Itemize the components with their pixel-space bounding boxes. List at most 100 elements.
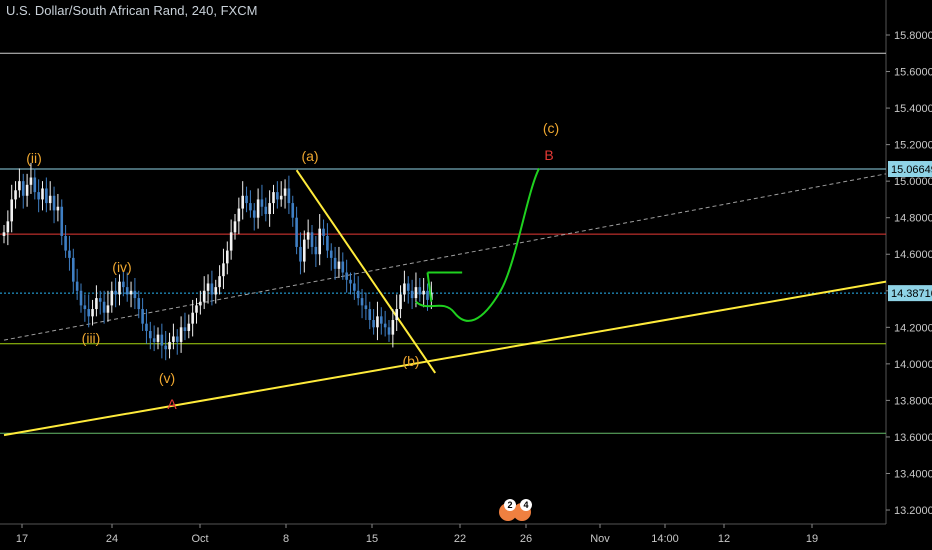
candle-body xyxy=(114,290,117,295)
candle-body xyxy=(426,290,429,300)
candle-body xyxy=(368,309,372,321)
candle-body xyxy=(299,246,302,262)
candle-body xyxy=(202,290,206,302)
price-tick-label: 15.20000 xyxy=(894,140,932,152)
candle-body xyxy=(152,338,156,342)
candle-body xyxy=(14,190,17,200)
candle-body xyxy=(64,235,67,251)
candle-body xyxy=(214,287,218,295)
candle-body xyxy=(372,320,375,328)
candle-body xyxy=(95,298,98,310)
price-tick-label: 15.00000 xyxy=(894,176,932,188)
candle-body xyxy=(164,345,167,350)
wave-label: (v) xyxy=(159,370,175,386)
candle-body xyxy=(329,250,333,258)
candle-body xyxy=(18,181,21,191)
candle-body xyxy=(129,290,133,295)
candle-body xyxy=(376,316,379,328)
candle-body xyxy=(156,334,160,342)
candle-body xyxy=(56,206,60,211)
trendline-1 xyxy=(295,169,437,374)
price-tick-label: 13.60000 xyxy=(894,432,932,444)
price-tick-label: 13.20000 xyxy=(894,505,932,517)
candle-body xyxy=(25,184,29,196)
candle-body xyxy=(345,272,348,280)
candle-body xyxy=(326,235,329,251)
price-badge-label: 15.06649 xyxy=(891,164,932,176)
candle-body xyxy=(175,336,179,342)
price-tick-label: 15.40000 xyxy=(894,103,932,115)
candle-body xyxy=(222,263,225,277)
candle-body xyxy=(137,298,141,310)
candle-body xyxy=(260,199,264,207)
candle-body xyxy=(199,301,202,306)
candle-body xyxy=(252,210,256,218)
candle-body xyxy=(29,177,33,185)
chart-title: U.S. Dollar/South African Rand, 240, FXC… xyxy=(6,3,258,18)
candle-body xyxy=(322,228,325,236)
projection-box-left xyxy=(426,272,433,302)
candle-body xyxy=(341,261,345,273)
price-badge xyxy=(888,285,932,302)
price-tick-label: 13.40000 xyxy=(894,468,932,480)
candle-body xyxy=(110,290,114,306)
candle-body xyxy=(264,206,268,215)
candle-body xyxy=(145,323,148,331)
price-tick-label: 14.20000 xyxy=(894,322,932,334)
time-tick-label: Nov xyxy=(590,533,610,545)
candle-body xyxy=(218,276,221,288)
projection-path xyxy=(415,167,541,322)
candle-body xyxy=(210,283,214,295)
candle-body xyxy=(406,283,410,291)
wave-label: (a) xyxy=(301,148,318,164)
candle-body xyxy=(195,305,198,313)
candle-body xyxy=(75,281,79,291)
trendline-2 xyxy=(3,173,887,341)
wave-label: (iii) xyxy=(82,330,101,346)
candle-body xyxy=(333,257,337,269)
candle-body xyxy=(310,232,314,247)
time-tick-label: 15 xyxy=(366,533,378,545)
price-tick-label: 14.80000 xyxy=(894,213,932,225)
candle-body xyxy=(349,279,352,284)
time-tick-label: 26 xyxy=(520,533,532,545)
candle-body xyxy=(226,250,229,264)
candle-body xyxy=(256,199,260,218)
wave-label: (b) xyxy=(402,353,419,369)
candle-body xyxy=(395,309,398,321)
candle-body xyxy=(106,305,110,313)
candle-body xyxy=(364,305,368,310)
candle-body xyxy=(268,203,271,215)
candle-body xyxy=(418,287,422,295)
candle-body xyxy=(403,283,406,295)
candle-body xyxy=(179,327,183,342)
watermark-badge-left-text: 2 xyxy=(507,500,512,510)
candle-body xyxy=(141,309,144,324)
candle-body xyxy=(303,239,306,262)
candle-body xyxy=(337,261,341,269)
candle-body xyxy=(287,188,291,204)
candle-body xyxy=(422,290,425,295)
candle-body xyxy=(249,203,252,211)
time-tick-label: 12 xyxy=(718,533,730,545)
watermark-badge-right-text: 4 xyxy=(523,500,528,510)
candle-body xyxy=(410,290,414,299)
candle-body xyxy=(172,336,175,342)
candle-body xyxy=(6,221,10,233)
time-tick-label: 22 xyxy=(454,533,466,545)
candle-body xyxy=(45,188,48,204)
candle-body xyxy=(118,281,121,295)
candle-body xyxy=(52,195,56,211)
time-tick-label: 24 xyxy=(106,533,118,545)
candle-body xyxy=(187,323,191,331)
wave-label: A xyxy=(167,396,177,412)
candle-body xyxy=(399,294,402,310)
trendline-0 xyxy=(3,280,887,437)
price-badge-label: 14.38710 xyxy=(891,288,932,300)
time-tick-label: 17 xyxy=(16,533,28,545)
candle-body xyxy=(21,181,25,196)
candle-body xyxy=(72,257,75,282)
wave-label: (c) xyxy=(543,120,559,136)
candle-body xyxy=(272,192,275,204)
